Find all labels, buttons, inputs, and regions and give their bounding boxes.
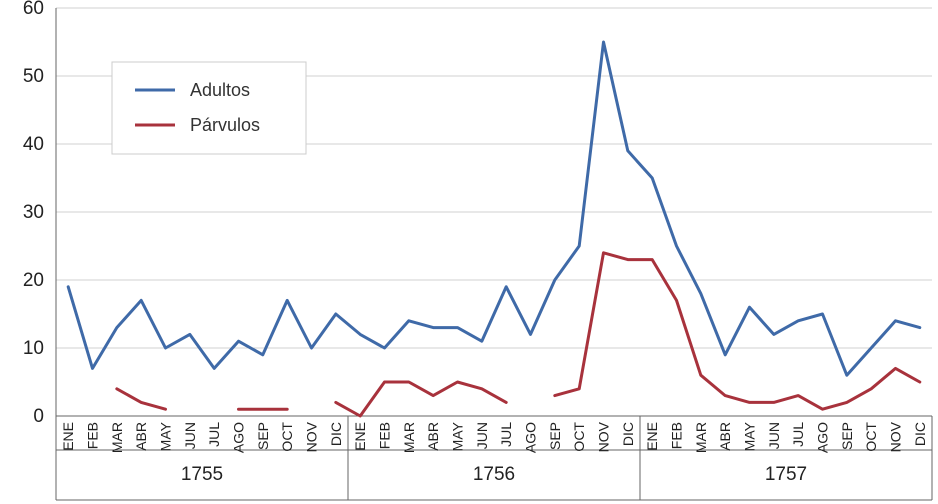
- y-axis-ticks: 0 10 20 30 40 50 60: [23, 0, 44, 427]
- x-tick-label: JUL: [498, 422, 514, 447]
- x-tick-label: MAR: [401, 422, 417, 453]
- x-tick-label: ENE: [60, 422, 76, 451]
- x-tick-label: DIC: [328, 422, 344, 446]
- legend-label-adultos: Adultos: [190, 80, 250, 100]
- x-tick-label: NOV: [596, 421, 612, 452]
- x-tick-label: JUL: [206, 422, 222, 447]
- x-tick-label: OCT: [279, 422, 295, 452]
- legend-label-parvulos: Párvulos: [190, 115, 260, 135]
- x-tick-label: AGO: [815, 422, 831, 453]
- series-line-adultos: [66, 40, 922, 377]
- x-tick-label: NOV: [888, 421, 904, 452]
- legend: Adultos Párvulos: [111, 61, 307, 155]
- y-tick-label: 60: [23, 0, 44, 19]
- year-label-1757: 1757: [765, 464, 807, 485]
- legend-box: [111, 61, 307, 155]
- x-tick-label: OCT: [571, 422, 587, 452]
- x-tick-label: SEP: [839, 422, 855, 450]
- x-tick-label: MAR: [109, 422, 125, 453]
- y-tick-label: 0: [33, 406, 44, 427]
- x-tick-label: NOV: [304, 421, 320, 452]
- x-tick-label: DIC: [912, 422, 928, 446]
- y-tick-label: 30: [23, 202, 44, 223]
- x-tick-label: SEP: [255, 422, 271, 450]
- x-tick-label: MAY: [742, 421, 758, 451]
- x-tick-label: ABR: [425, 422, 441, 451]
- x-tick-label: JUN: [474, 422, 490, 449]
- year-labels: 1755 1756 1757: [181, 464, 807, 485]
- y-tick-label: 10: [23, 338, 44, 359]
- y-tick-label: 50: [23, 66, 44, 87]
- series-lines: [66, 40, 922, 418]
- x-tick-label: DIC: [620, 422, 636, 446]
- series-line-parvulos: [115, 387, 167, 411]
- x-tick-label: ABR: [717, 422, 733, 451]
- series-line-parvulos: [334, 380, 508, 418]
- x-tick-label: ABR: [133, 422, 149, 451]
- x-tick-label: JUN: [766, 422, 782, 449]
- series-line-parvulos: [553, 251, 922, 411]
- x-tick-label: JUN: [182, 422, 198, 449]
- x-axis-ticks: ENE FEB MAR ABR MAY JUN JUL AGO SEP OCT NOV DIC ENE F…: [60, 421, 928, 453]
- year-label-1755: 1755: [181, 464, 223, 485]
- x-tick-label: MAR: [693, 422, 709, 453]
- x-tick-label: FEB: [377, 422, 393, 449]
- year-label-1756: 1756: [473, 464, 515, 485]
- x-tick-label: AGO: [231, 422, 247, 453]
- x-tick-label: MAY: [158, 421, 174, 451]
- x-tick-label: ENE: [644, 422, 660, 451]
- x-tick-label: JUL: [790, 422, 806, 447]
- x-tick-label: SEP: [547, 422, 563, 450]
- y-tick-label: 20: [23, 270, 44, 291]
- x-tick-label: FEB: [85, 422, 101, 449]
- x-tick-label: AGO: [523, 422, 539, 453]
- x-tick-label: ENE: [352, 422, 368, 451]
- x-tick-label: MAY: [450, 421, 466, 451]
- axes: [55, 8, 933, 501]
- y-tick-label: 40: [23, 134, 44, 155]
- x-tick-label: FEB: [669, 422, 685, 449]
- x-tick-label: OCT: [863, 422, 879, 452]
